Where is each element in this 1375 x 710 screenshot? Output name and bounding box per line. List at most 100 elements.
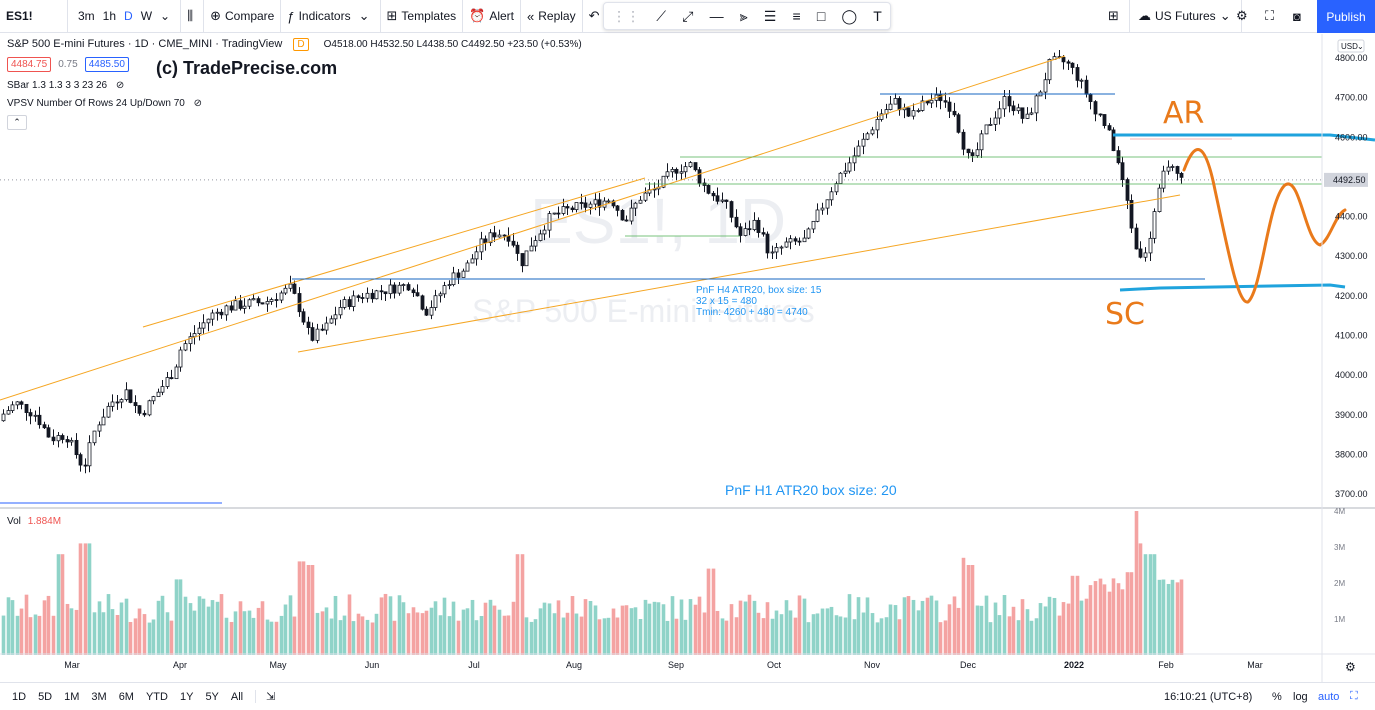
volume-bar xyxy=(247,610,252,655)
candle-body xyxy=(633,202,638,209)
watchlist-button[interactable]: ☁ US Futures ⌄ xyxy=(1132,0,1242,33)
candle-body xyxy=(697,169,702,184)
pitchfork-icon[interactable]: ⫸ xyxy=(739,7,748,24)
candle-body xyxy=(483,238,488,244)
replay-button[interactable]: «Replay xyxy=(521,0,583,33)
volume-bar xyxy=(301,561,306,655)
text-tool-icon[interactable]: T xyxy=(873,8,882,24)
eye-off-icon[interactable]: ⊘ xyxy=(193,98,203,109)
range-5y[interactable]: 5Y xyxy=(205,690,219,703)
volume-bar xyxy=(1179,579,1184,655)
templates-button[interactable]: ⊞ Templates xyxy=(381,0,464,33)
candle-body xyxy=(137,405,142,414)
chevron-down-icon[interactable]: ⌄ xyxy=(160,9,171,23)
fullscreen-icon[interactable]: ⛶ xyxy=(1350,690,1358,702)
volume-bar xyxy=(665,620,670,655)
chart-type-button[interactable]: ⫼ xyxy=(181,0,205,33)
range-1y[interactable]: 1Y xyxy=(179,690,194,703)
volume-bar xyxy=(1088,585,1093,655)
collapse-legend-button[interactable]: ⌃ xyxy=(7,115,27,130)
channel-icon[interactable]: ☰ xyxy=(763,7,777,24)
volume-bar xyxy=(1038,603,1043,655)
range-6m[interactable]: 6M xyxy=(118,690,134,703)
bid-price[interactable]: 4484.75 xyxy=(7,57,52,72)
snapshot-button[interactable]: ◙ xyxy=(1287,0,1311,33)
volume-bar xyxy=(884,617,889,655)
channel-upper-line xyxy=(0,55,1066,401)
pnf-h4-note-3: Tmin: 4260 + 480 = 4740 xyxy=(696,307,808,318)
chart-canvas[interactable]: ES1!, 1DS&P 500 E-mini Futures AR SC PnF H… xyxy=(0,34,1375,682)
indicators-button[interactable]: ƒ Indicators ⌄ xyxy=(281,0,381,33)
range-ytd[interactable]: YTD xyxy=(145,690,168,703)
volume-bar xyxy=(756,612,761,655)
volume-bar xyxy=(19,608,24,655)
candle-body xyxy=(46,427,51,438)
log-toggle[interactable]: log xyxy=(1293,690,1308,703)
volume-bar xyxy=(1043,606,1048,655)
clock[interactable]: 16:10:21 (UTC+8) xyxy=(1164,690,1253,703)
timeframe-d[interactable]: D xyxy=(124,9,133,23)
range-1d[interactable]: 1D xyxy=(12,690,27,703)
drag-handle-icon[interactable]: ⋮⋮ xyxy=(612,7,641,24)
volume-bar xyxy=(224,617,229,655)
candle-body xyxy=(693,162,698,171)
rectangle-icon[interactable]: □ xyxy=(816,8,826,24)
auto-toggle[interactable]: auto xyxy=(1318,690,1340,703)
settings-button[interactable]: ⚙ xyxy=(1230,0,1258,33)
candle-body xyxy=(265,301,270,305)
fullscreen-button[interactable]: ⛶ xyxy=(1259,0,1284,33)
volume-bar xyxy=(329,618,334,655)
sc-label: SC xyxy=(1105,297,1145,332)
undo-button[interactable]: ↶ xyxy=(583,0,610,33)
candle-body xyxy=(360,297,365,299)
candle-body xyxy=(938,94,943,102)
volume-bar xyxy=(488,599,493,655)
candle-body xyxy=(524,250,529,267)
layout-button[interactable]: ⊞ xyxy=(1102,0,1130,33)
timeframe-group: 3m 1h D W ⌄ xyxy=(68,0,182,33)
timeframe-3m[interactable]: 3m xyxy=(78,9,95,23)
goto-date-icon[interactable]: ⇲ xyxy=(255,690,281,703)
trend-line-icon[interactable]: ⟋ xyxy=(656,7,667,24)
fib-icon[interactable]: ≡ xyxy=(792,8,801,24)
volume-bar xyxy=(37,615,42,655)
bottom-toolbar: 1D 5D 1M 3M 6M YTD 1Y 5Y All ⇲ 16:10:21 … xyxy=(0,682,1375,710)
volume-bar xyxy=(561,617,566,655)
candle-body xyxy=(442,285,447,295)
range-1m[interactable]: 1M xyxy=(64,690,80,703)
ar-label: AR xyxy=(1163,96,1204,131)
study-sbar: SBar 1.3 1.3 3 3 23 26 ⊘ xyxy=(7,80,124,91)
candle-body xyxy=(1007,96,1012,107)
ray-icon[interactable]: ⤢ xyxy=(682,7,694,24)
volume-bar xyxy=(215,601,220,655)
symbol-search-button[interactable]: ES1! xyxy=(0,0,68,33)
price-tick: 4100.00 xyxy=(1335,330,1368,340)
volume-bar xyxy=(852,619,857,655)
candle-body xyxy=(674,168,679,174)
replay-label: Replay xyxy=(538,9,576,23)
volume-bar xyxy=(1170,579,1175,655)
range-all[interactable]: All xyxy=(230,690,244,703)
candle-body xyxy=(802,237,807,243)
volume-bar xyxy=(1075,575,1080,655)
channel-mid-line xyxy=(142,177,646,328)
timeframe-1h[interactable]: 1h xyxy=(102,9,117,23)
symbol-title[interactable]: S&P 500 E-mini Futures · 1D · CME_MINI ·… xyxy=(7,38,283,50)
range-5d[interactable]: 5D xyxy=(38,690,53,703)
alert-button[interactable]: ⏰ Alert xyxy=(463,0,521,33)
publish-button[interactable]: Publish xyxy=(1317,0,1375,33)
candle-body xyxy=(738,226,743,236)
compare-button[interactable]: ⊕ Compare xyxy=(204,0,282,33)
price-tick: 4800.00 xyxy=(1335,53,1368,63)
currency-box[interactable] xyxy=(1337,39,1365,53)
candle-body xyxy=(1107,125,1112,131)
eye-off-icon[interactable]: ⊘ xyxy=(115,80,125,91)
timeframe-w[interactable]: W xyxy=(140,9,153,23)
ask-price[interactable]: 4485.50 xyxy=(84,57,129,72)
percent-toggle[interactable]: % xyxy=(1272,690,1282,703)
horizontal-line-icon[interactable]: — xyxy=(709,8,724,24)
ellipse-icon[interactable]: ◯ xyxy=(841,7,858,24)
volume-bar xyxy=(1057,615,1062,655)
range-3m[interactable]: 3M xyxy=(91,690,107,703)
time-tick: Apr xyxy=(173,660,187,670)
